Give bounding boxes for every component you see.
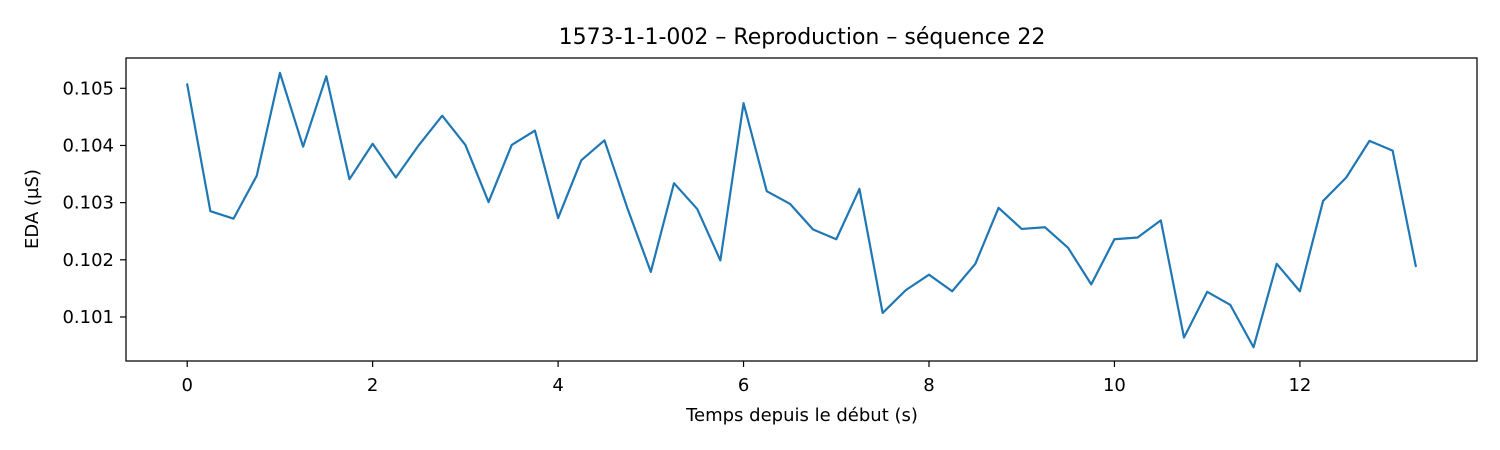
x-tick-label: 4 [552, 375, 563, 396]
y-axis-title: EDA (µS) [22, 169, 43, 249]
x-axis-title: Temps depuis le début (s) [685, 405, 918, 426]
series-line-eda [186, 71, 1417, 349]
x-tick-label: 6 [738, 375, 749, 396]
x-tick-label: 8 [923, 375, 934, 396]
x-axis: 0 2 4 6 8 10 12 [181, 361, 1311, 396]
y-tick-label: 0.103 [62, 193, 114, 214]
y-tick-label: 0.104 [62, 135, 114, 156]
y-axis: 0.101 0.102 0.103 0.104 0.105 [62, 78, 126, 328]
y-tick-label: 0.102 [62, 250, 114, 271]
x-tick-label: 10 [1103, 375, 1126, 396]
plot-area-frame [125, 57, 1478, 362]
x-tick-label: 12 [1288, 375, 1311, 396]
y-tick-label: 0.105 [62, 78, 114, 99]
chart-title: 1573-1-1-002 – Reproduction – séquence 2… [559, 25, 1046, 50]
y-tick-label: 0.101 [62, 307, 114, 328]
x-tick-label: 0 [181, 375, 192, 396]
x-tick-label: 2 [367, 375, 378, 396]
